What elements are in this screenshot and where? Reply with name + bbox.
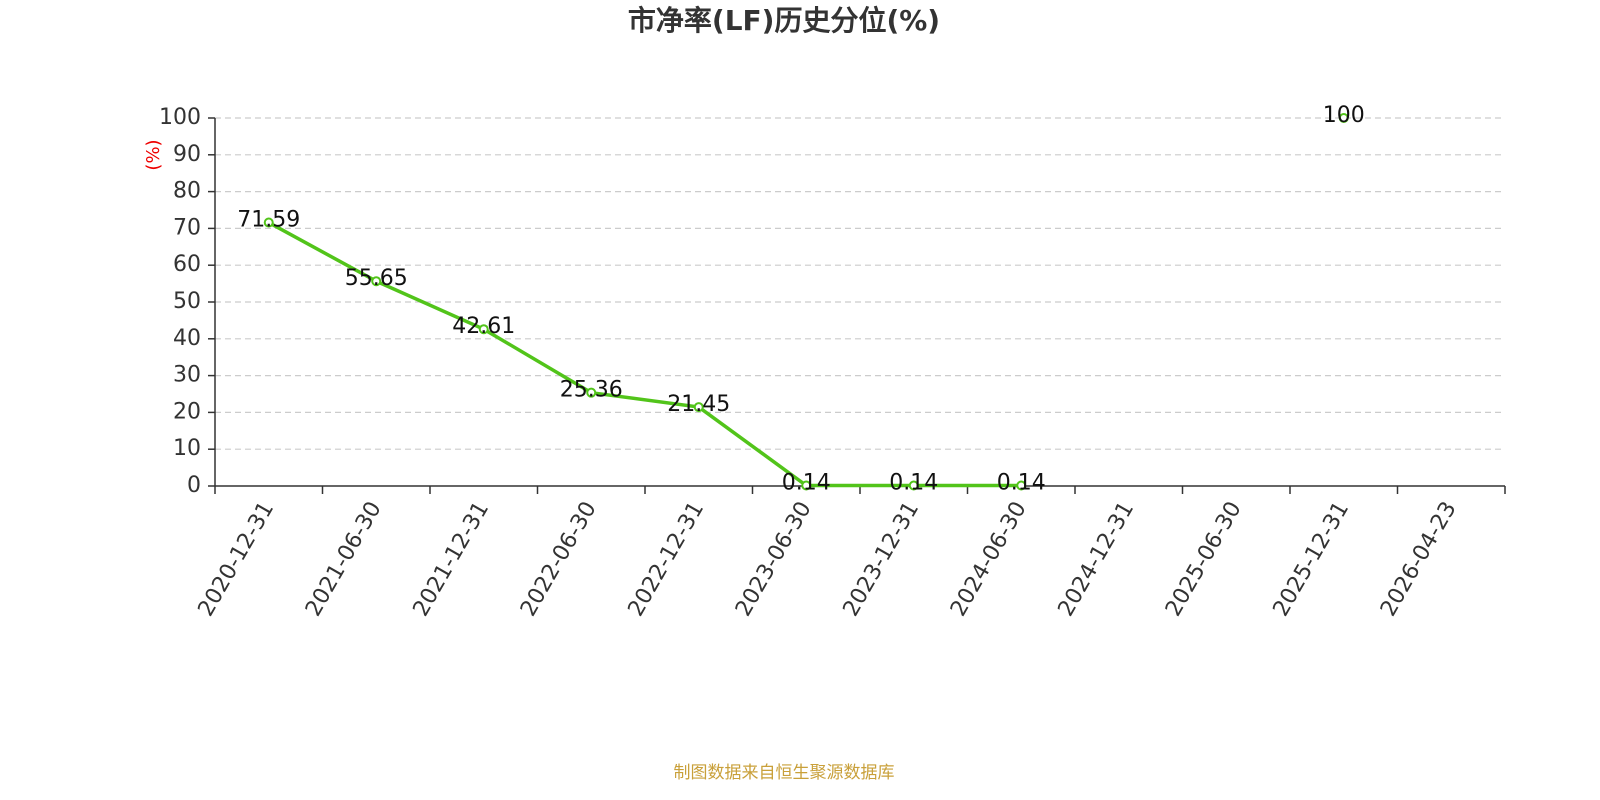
y-tick-label: 80 <box>173 179 201 204</box>
data-point <box>263 217 274 228</box>
y-tick-label: 50 <box>173 289 201 314</box>
data-point <box>1338 113 1349 123</box>
y-tick-label: 90 <box>173 142 201 167</box>
data-label: 0.14 <box>997 470 1046 495</box>
data-point <box>586 387 597 398</box>
x-tick-label: 2022-12-31 <box>624 498 710 621</box>
data-point <box>693 402 704 413</box>
data-label: 55.65 <box>345 266 408 291</box>
x-tick-label: 2023-12-31 <box>839 498 925 621</box>
y-tick-label: 100 <box>159 105 201 130</box>
data-point <box>371 276 382 287</box>
y-tick-label: 30 <box>173 363 201 388</box>
x-tick-label: 2023-06-30 <box>731 498 817 621</box>
data-label: 71.59 <box>237 208 300 233</box>
x-tick-label: 2020-12-31 <box>194 498 280 621</box>
y-tick-label: 10 <box>173 436 201 461</box>
data-label: 0.14 <box>889 470 938 495</box>
x-tick-label: 2025-06-30 <box>1161 498 1247 621</box>
y-tick-label: 60 <box>173 252 201 277</box>
y-tick-label: 40 <box>173 326 201 351</box>
data-point <box>1016 480 1027 491</box>
data-point <box>908 480 919 491</box>
data-label: 25.36 <box>560 378 623 403</box>
x-tick-label: 2025-12-31 <box>1269 498 1355 621</box>
x-tick-label: 2021-12-31 <box>409 498 495 621</box>
x-tick-label: 2021-06-30 <box>301 498 387 621</box>
y-tick-label: 70 <box>173 215 201 240</box>
y-tick-label: 20 <box>173 399 201 424</box>
x-tick-label: 2026-04-23 <box>1376 498 1462 621</box>
data-label: 100 <box>1323 103 1365 128</box>
x-tick-label: 2024-06-30 <box>946 498 1032 621</box>
chart-title: 市净率(LF)历史分位(%) <box>628 4 940 37</box>
y-tick-label: 0 <box>187 473 201 498</box>
data-point <box>478 324 489 335</box>
x-tick-label: 2022-06-30 <box>516 498 602 621</box>
y-axis-label: (%) <box>143 139 164 170</box>
x-tick-label: 2024-12-31 <box>1054 498 1140 621</box>
data-point <box>801 480 812 491</box>
data-label: 42.61 <box>452 314 515 339</box>
data-label: 0.14 <box>782 470 831 495</box>
data-label: 21.45 <box>667 392 730 417</box>
source-note: 制图数据来自恒生聚源数据库 <box>674 763 895 783</box>
